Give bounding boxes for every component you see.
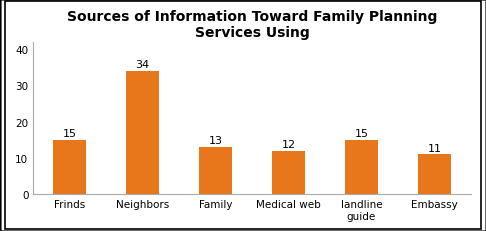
Bar [272, 151, 305, 195]
Text: 15: 15 [63, 128, 77, 139]
Text: 12: 12 [281, 139, 295, 149]
Text: 15: 15 [354, 128, 368, 139]
Text: 34: 34 [136, 60, 150, 70]
Title: Sources of Information Toward Family Planning
Services Using: Sources of Information Toward Family Pla… [67, 10, 437, 40]
Bar [126, 72, 159, 195]
Text: 11: 11 [427, 143, 441, 153]
Bar [199, 148, 232, 195]
Text: 13: 13 [208, 136, 223, 146]
Bar [345, 140, 378, 195]
Bar [53, 140, 86, 195]
Bar [418, 155, 451, 195]
